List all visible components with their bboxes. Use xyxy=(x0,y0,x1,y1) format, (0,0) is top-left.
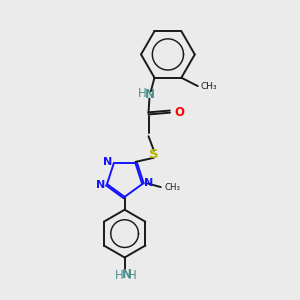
Text: N: N xyxy=(144,178,153,188)
Text: N: N xyxy=(122,268,131,281)
Text: H: H xyxy=(138,87,147,100)
Text: N: N xyxy=(145,88,155,101)
Text: O: O xyxy=(174,106,184,118)
Text: N: N xyxy=(96,180,106,190)
Text: CH₃: CH₃ xyxy=(200,82,217,91)
Text: CH₃: CH₃ xyxy=(164,184,180,193)
Text: H: H xyxy=(115,269,124,282)
Text: S: S xyxy=(149,148,159,161)
Text: H: H xyxy=(128,269,137,282)
Text: N: N xyxy=(103,157,112,167)
